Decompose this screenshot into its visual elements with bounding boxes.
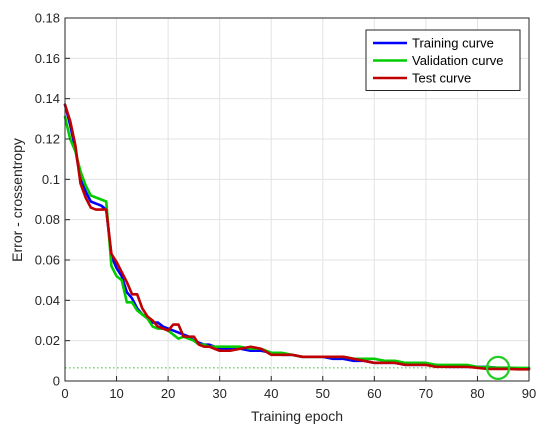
y-tick-label: 0.06	[35, 253, 60, 268]
x-tick-label: 60	[367, 386, 381, 401]
x-tick-label: 40	[264, 386, 278, 401]
x-tick-label: 80	[470, 386, 484, 401]
y-axis-label: Error - crossentropy	[9, 138, 25, 262]
legend-label-1: Validation curve	[412, 53, 504, 68]
y-tick-label: 0.08	[35, 212, 60, 227]
x-tick-label: 50	[316, 386, 330, 401]
series-layer	[63, 103, 531, 371]
series-line-2	[63, 103, 531, 371]
legend-label-0: Training curve	[412, 36, 494, 51]
x-tick-label: 0	[61, 386, 68, 401]
x-ticks: 0 10 20 30 40 50 60 70 80 90	[61, 376, 536, 401]
y-tick-label: 0.12	[35, 132, 60, 147]
y-tick-label: 0.16	[35, 51, 60, 66]
x-tick-label: 70	[419, 386, 433, 401]
y-tick-label: 0	[53, 374, 60, 389]
y-tick-label: 0.18	[35, 11, 60, 26]
x-tick-label: 20	[161, 386, 175, 401]
y-tick-label: 0.02	[35, 333, 60, 348]
x-tick-label: 10	[109, 386, 123, 401]
x-tick-label: 90	[522, 386, 536, 401]
y-tick-label: 0.04	[35, 293, 60, 308]
marker-layer	[485, 355, 511, 380]
legend-label-2: Test curve	[412, 71, 471, 86]
plot-frame	[64, 17, 530, 382]
legend: Training curve Validation curve Test curve	[365, 29, 521, 91]
y-tick-label: 0.14	[35, 91, 60, 106]
x-tick-label: 30	[212, 386, 226, 401]
series-line-1	[63, 115, 531, 370]
best-epoch-marker	[485, 355, 511, 380]
x-axis-label: Training epoch	[251, 408, 343, 424]
y-tick-label: 0.1	[42, 172, 60, 187]
y-ticks: 0 0.02 0.04 0.06 0.08 0.1 0.12 0.14 0.16 0.18	[35, 11, 70, 389]
